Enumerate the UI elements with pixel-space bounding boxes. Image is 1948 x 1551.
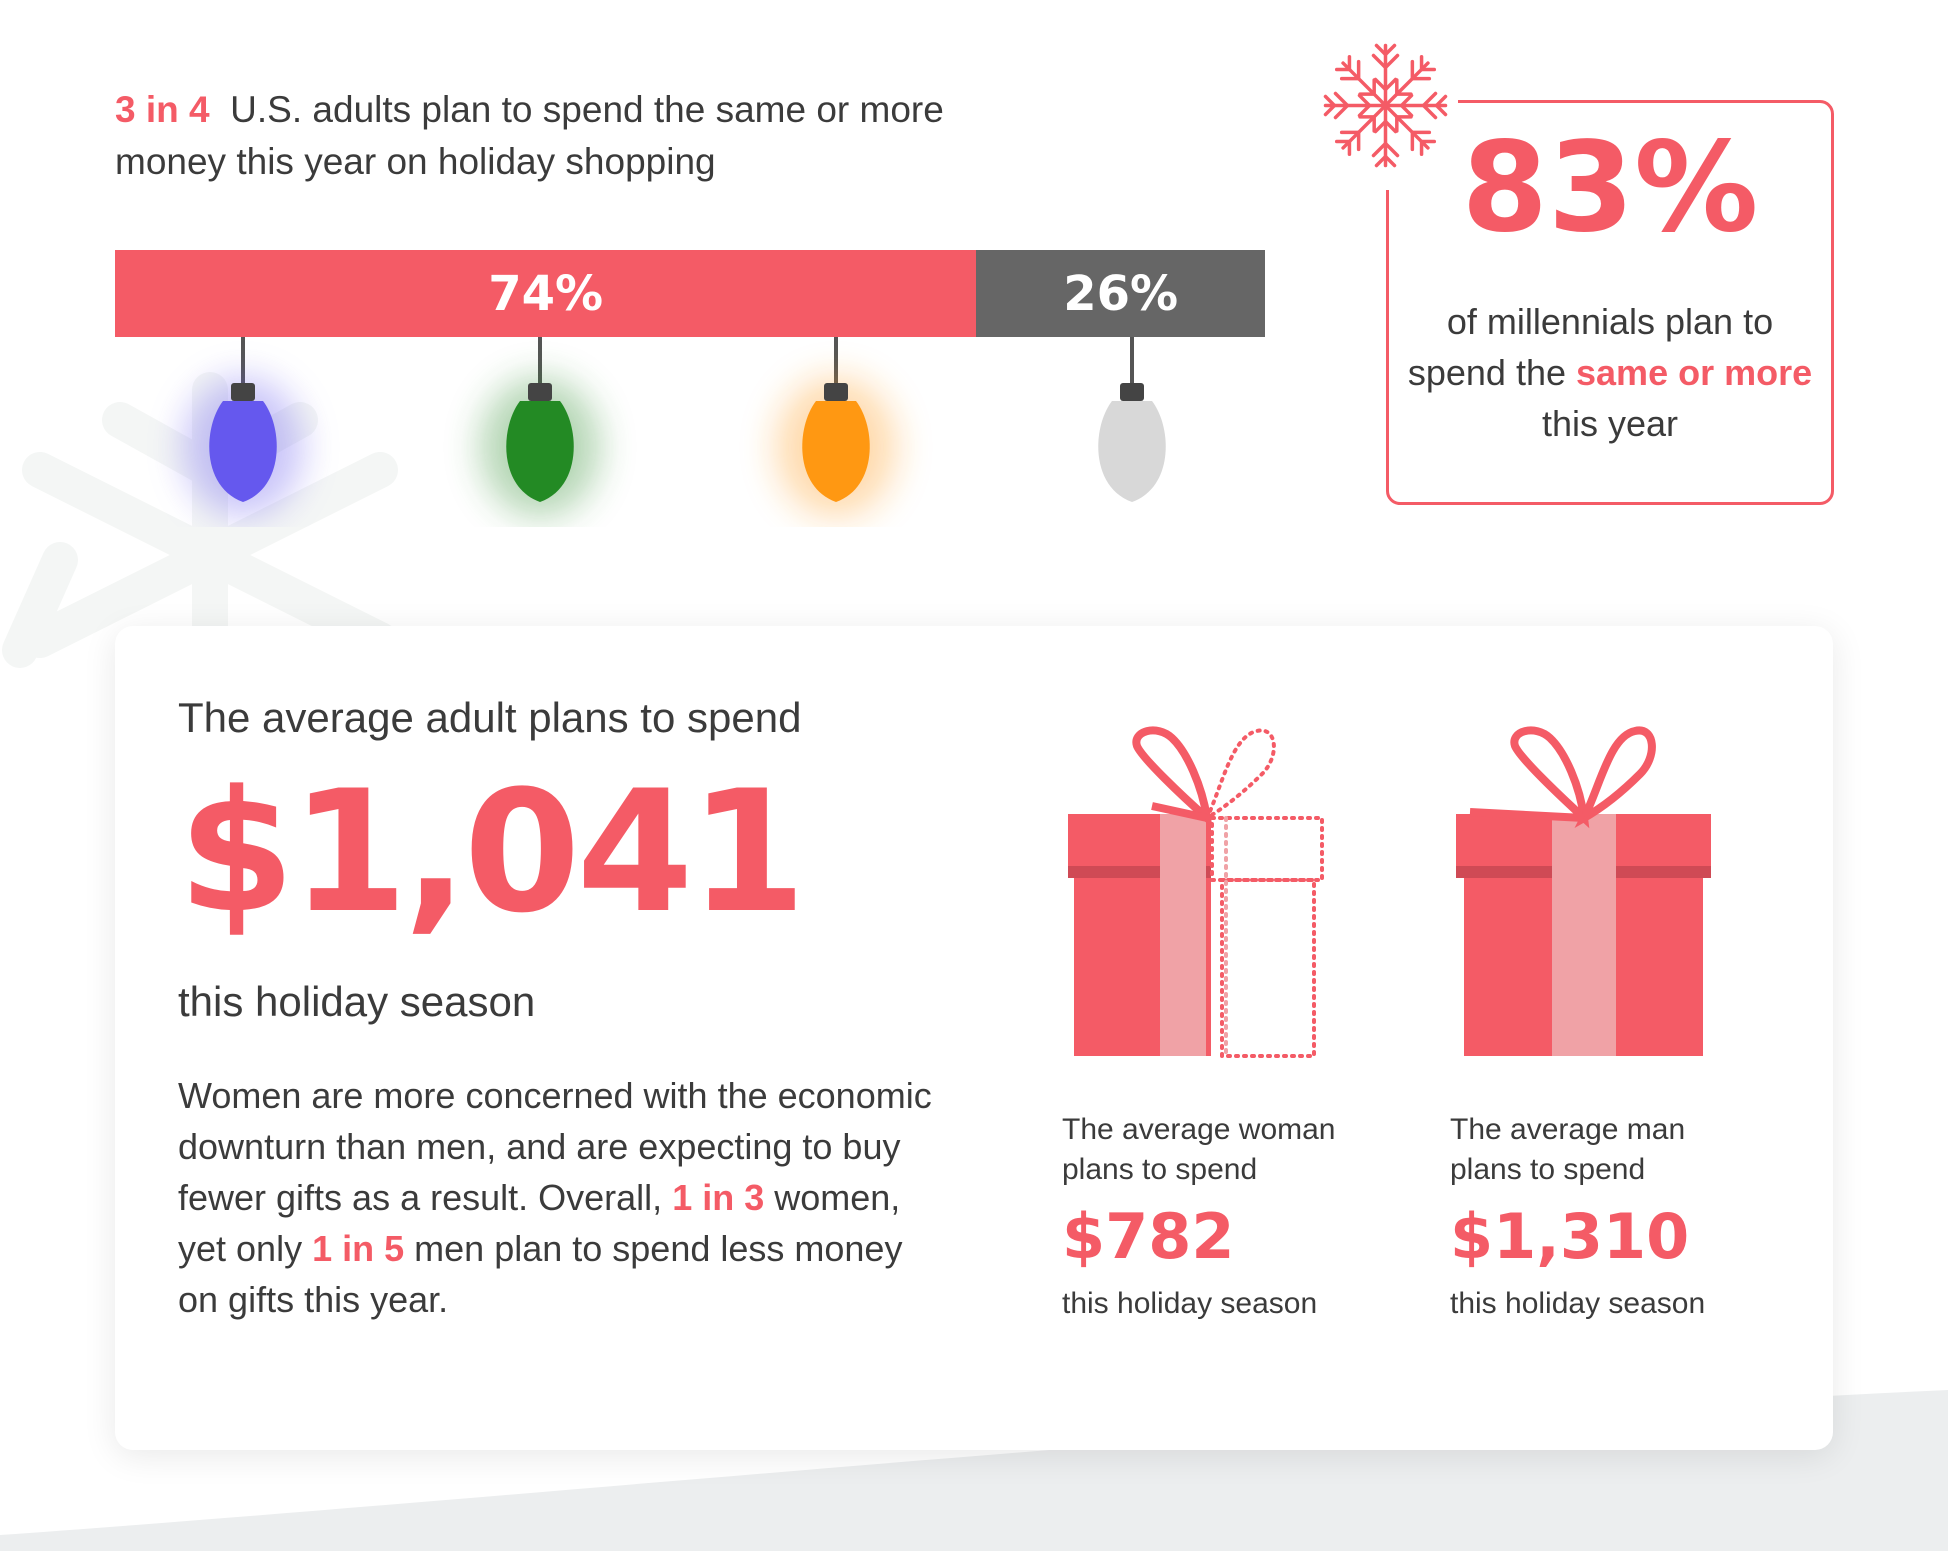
bulb-orange-icon (776, 337, 896, 517)
millennials-percentage: 83% (1461, 116, 1759, 260)
paragraph-part2: women, yet only (178, 1177, 901, 1269)
man-caption: The average man plans to spend (1450, 1113, 1686, 1186)
millennials-highlight: same or more (1576, 352, 1813, 393)
bulb-blue-icon (183, 337, 303, 517)
paragraph-part1: Women are more concerned with the econom… (178, 1075, 932, 1218)
millennials-text-after: this year (1541, 403, 1679, 444)
average-amount: $1,041 (178, 754, 806, 950)
paragraph-highlight-women: 1 in 3 (672, 1177, 765, 1218)
paragraph-highlight-men: 1 in 5 (312, 1228, 405, 1269)
snowflake-icon (1323, 43, 1448, 168)
average-season: this holiday season (178, 978, 536, 1025)
bulb-green-icon (480, 337, 600, 517)
bulb-white-icon (1098, 337, 1166, 502)
spending-bar: 74% 26% (115, 250, 1265, 337)
bar-label-74: 74% (488, 265, 604, 322)
paragraph-part3: men plan to spend less money on gifts th… (178, 1228, 903, 1320)
woman-season: this holiday season (1062, 1287, 1318, 1320)
millennials-stat-box (1386, 100, 1834, 505)
average-label: The average adult plans to spend (178, 694, 802, 741)
millennials-text-before: of millennials plan to spend the (1407, 301, 1774, 393)
gender-paragraph: Women are more concerned with the econom… (178, 1070, 938, 1325)
millennials-description: of millennials plan to spend the same or… (1406, 296, 1814, 449)
headline-text: U.S. adults plan to spend the same or mo… (115, 89, 944, 182)
bar-label-26: 26% (1063, 265, 1179, 322)
bar-segment-less: 26% (976, 250, 1265, 337)
headline-highlight: 3 in 4 (115, 89, 210, 130)
woman-caption: The average woman plans to spend (1062, 1113, 1336, 1186)
gift-partial-icon (1068, 726, 1324, 1058)
woman-amount: $782 (1062, 1200, 1235, 1273)
man-amount: $1,310 (1450, 1200, 1690, 1273)
string-lights (183, 337, 1166, 517)
gift-full-icon (1456, 726, 1711, 1056)
man-season: this holiday season (1450, 1287, 1706, 1320)
bar-segment-same-or-more: 74% (115, 250, 977, 337)
headline: 3 in 4 U.S. adults plan to spend the sam… (115, 84, 1015, 188)
